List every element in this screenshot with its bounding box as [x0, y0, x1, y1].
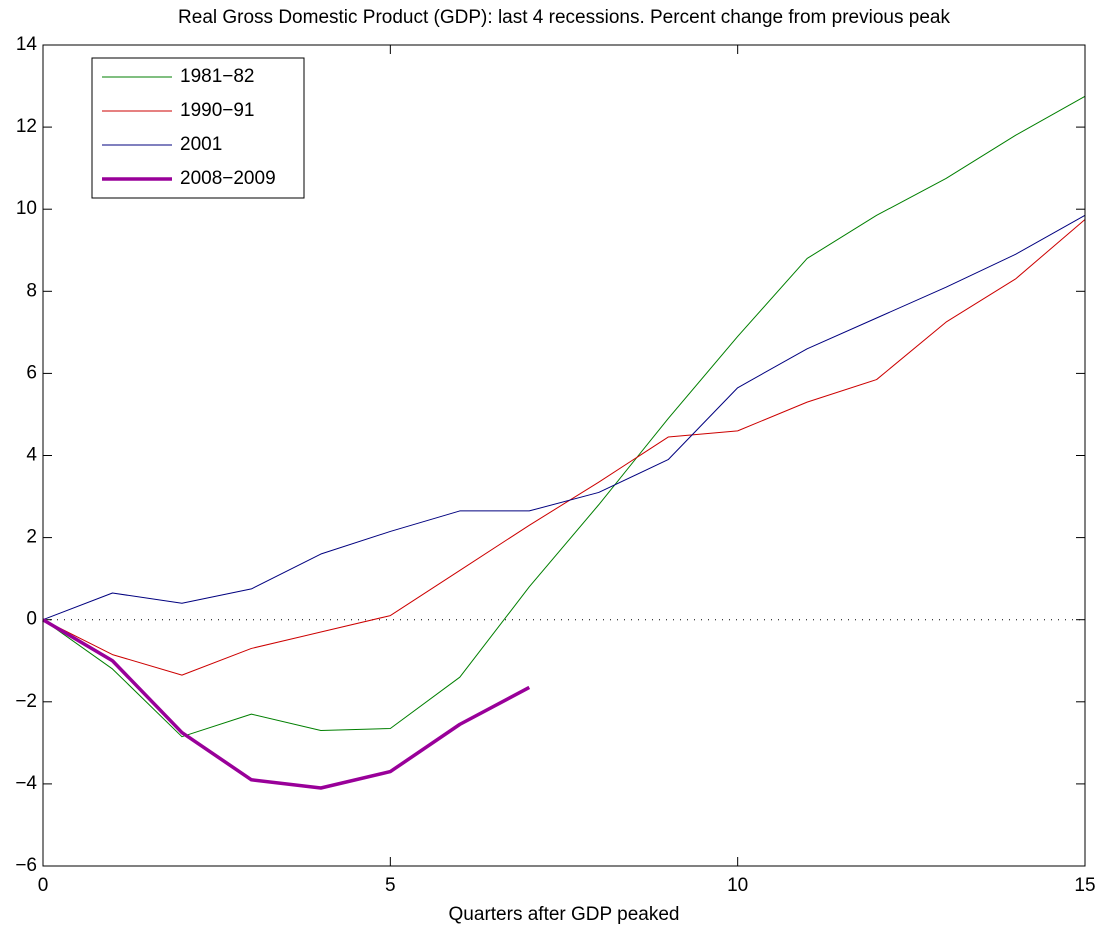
y-tick-label: 8 — [26, 280, 37, 301]
x-tick-label: 15 — [1074, 875, 1095, 896]
legend-box — [91, 57, 305, 199]
legend-label: 2008−2009 — [180, 168, 276, 189]
x-axis-label: Quarters after GDP peaked — [449, 904, 680, 925]
series-line — [42, 219, 1086, 676]
series-line — [42, 214, 1086, 621]
series-line — [42, 618, 531, 790]
y-tick-label: 14 — [16, 34, 38, 55]
x-tick-label: 5 — [385, 875, 396, 896]
y-tick-label: −4 — [15, 773, 37, 794]
legend-label: 1981−82 — [180, 66, 255, 87]
chart-title: Real Gross Domestic Product (GDP): last … — [178, 7, 950, 28]
y-tick-label: 6 — [26, 362, 37, 383]
y-tick-label: 4 — [26, 445, 37, 466]
legend-label: 2001 — [180, 134, 222, 155]
y-tick-label: −6 — [15, 855, 37, 876]
y-tick-label: 0 — [26, 609, 37, 630]
legend-label: 1990−91 — [180, 100, 255, 121]
y-tick-label: 10 — [16, 198, 37, 219]
x-tick-label: 10 — [727, 875, 748, 896]
plot-frame — [42, 44, 1086, 867]
series-line — [42, 95, 1086, 738]
y-tick-label: 12 — [16, 116, 37, 137]
y-tick-label: 2 — [26, 527, 37, 548]
x-tick-label: 0 — [38, 875, 49, 896]
y-tick-label: −2 — [15, 691, 37, 712]
